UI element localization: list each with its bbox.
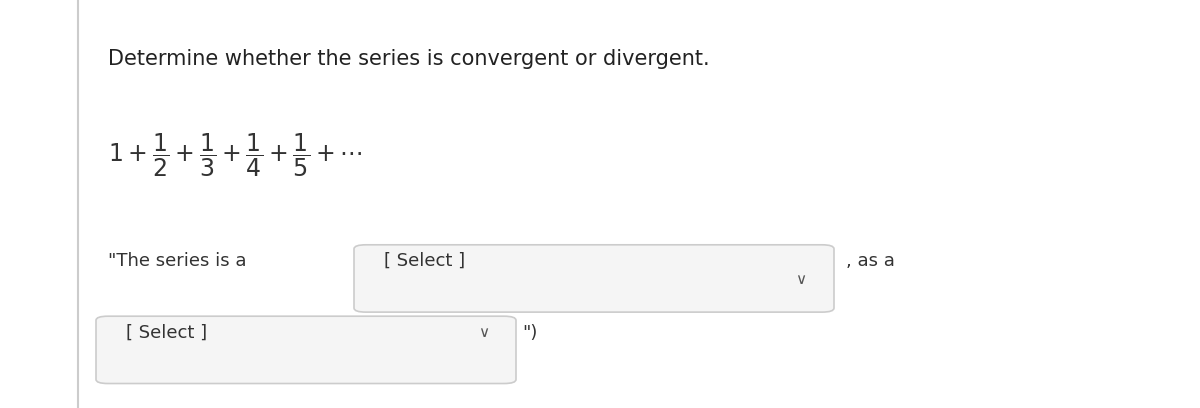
Text: ∨: ∨ [794, 272, 806, 287]
Text: , as a: , as a [846, 252, 895, 270]
Text: $1 + \dfrac{1}{2} + \dfrac{1}{3} + \dfrac{1}{4} + \dfrac{1}{5} + \cdots$: $1 + \dfrac{1}{2} + \dfrac{1}{3} + \dfra… [108, 131, 362, 179]
FancyBboxPatch shape [96, 316, 516, 384]
Text: ∨: ∨ [478, 325, 490, 340]
Text: "): ") [522, 324, 538, 341]
Text: "The series is a: "The series is a [108, 252, 246, 270]
FancyBboxPatch shape [354, 245, 834, 312]
Text: [ Select ]: [ Select ] [126, 324, 208, 341]
Text: [ Select ]: [ Select ] [384, 252, 466, 270]
Text: Determine whether the series is convergent or divergent.: Determine whether the series is converge… [108, 49, 709, 69]
